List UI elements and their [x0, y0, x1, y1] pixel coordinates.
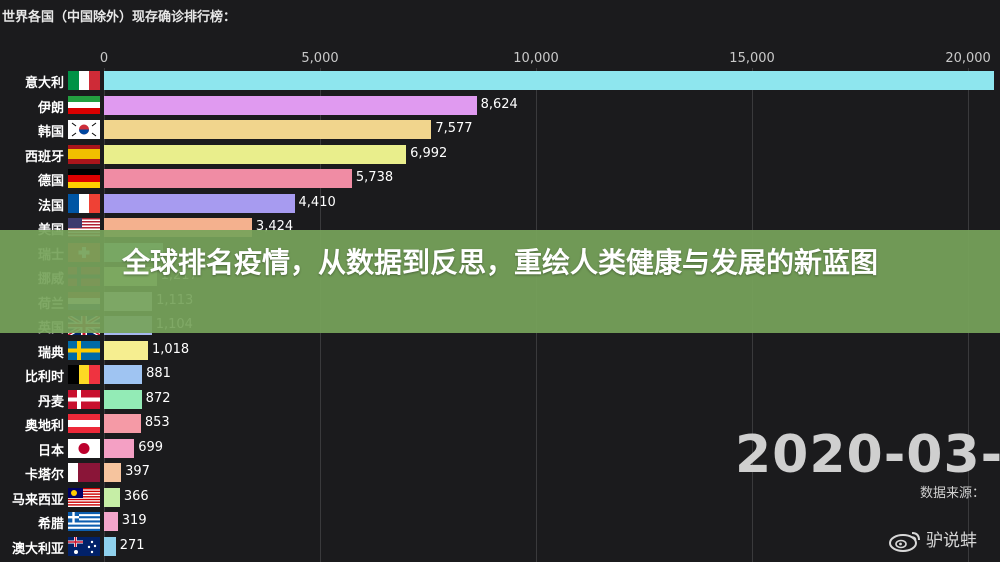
flag-icon	[68, 95, 100, 115]
bar	[104, 340, 148, 360]
flag-icon	[68, 169, 100, 188]
weibo-icon	[889, 532, 920, 552]
flag-icon	[68, 144, 100, 164]
bar	[104, 365, 143, 384]
flag-icon	[68, 414, 100, 433]
value-label: 4,410	[298, 194, 336, 210]
bar	[104, 512, 118, 531]
bar	[104, 193, 295, 213]
x-tick-label: 5,000	[301, 51, 339, 66]
x-tick-label: 15,000	[729, 51, 775, 66]
value-label: 699	[138, 439, 164, 455]
country-label: 澳大利亚	[11, 541, 64, 557]
value-label: 872	[145, 390, 171, 406]
flag-icon	[68, 71, 100, 90]
country-label: 奥地利	[24, 419, 64, 434]
x-tick-label: 20,000	[945, 51, 991, 66]
bar	[104, 389, 142, 409]
watermark-text: 驴说蚌	[926, 531, 977, 551]
country-label: 比利时	[24, 370, 64, 385]
chart-title: 世界各国（中国除外）现存确诊排行榜：	[2, 10, 237, 25]
value-label: 853	[144, 415, 170, 430]
country-label: 西班牙	[24, 149, 64, 165]
value-label: 1,018	[151, 341, 190, 357]
value-label: 7,577	[435, 121, 473, 136]
flag-icon	[68, 536, 100, 556]
country-label: 丹麦	[37, 394, 64, 410]
country-label: 瑞典	[37, 345, 64, 361]
flag-icon	[68, 438, 100, 458]
country-label: 韩国	[37, 125, 64, 140]
x-tick-label: 0	[99, 51, 109, 66]
bar	[104, 71, 994, 90]
flag-icon	[68, 365, 100, 384]
flag-icon	[68, 487, 100, 507]
flag-icon	[68, 512, 100, 531]
value-label: 397	[125, 464, 150, 479]
bar	[104, 144, 407, 164]
value-label: 6,992	[410, 145, 448, 161]
flag-icon	[68, 340, 100, 360]
flag-icon	[68, 120, 100, 139]
value-label: 366	[123, 488, 149, 504]
country-label: 意大利	[24, 76, 64, 91]
source-label: 数据来源：	[920, 486, 986, 501]
value-label: 881	[146, 366, 171, 381]
value-label: 319	[121, 513, 147, 528]
country-label: 卡塔尔	[24, 468, 64, 483]
country-label: 希腊	[37, 517, 64, 532]
bar	[104, 169, 352, 188]
country-label: 德国	[37, 174, 64, 189]
flag-icon	[68, 463, 100, 482]
country-label: 日本	[37, 443, 64, 459]
country-label: 法国	[37, 198, 64, 214]
date-label: 2020-03-1	[735, 425, 1000, 485]
bar	[104, 487, 120, 507]
watermark: 驴说蚌	[888, 526, 977, 552]
value-label: 5,738	[355, 170, 394, 185]
bar	[104, 463, 122, 482]
x-tick-label: 10,000	[513, 51, 559, 66]
bar	[104, 120, 432, 139]
headline-text: 全球排名疫情，从数据到反思，重绘人类健康与发展的新蓝图	[121, 246, 878, 279]
value-label: 271	[119, 537, 145, 553]
country-label: 伊朗	[37, 100, 64, 116]
bar	[104, 536, 116, 556]
bar	[104, 414, 141, 433]
bar	[104, 438, 135, 458]
bar	[104, 95, 477, 115]
value-label: 8,624	[480, 96, 518, 112]
country-label: 马来西亚	[11, 492, 64, 508]
flag-icon	[68, 389, 100, 409]
headline-banner: 全球排名疫情，从数据到反思，重绘人类健康与发展的新蓝图	[0, 230, 1000, 333]
flag-icon	[68, 193, 100, 213]
